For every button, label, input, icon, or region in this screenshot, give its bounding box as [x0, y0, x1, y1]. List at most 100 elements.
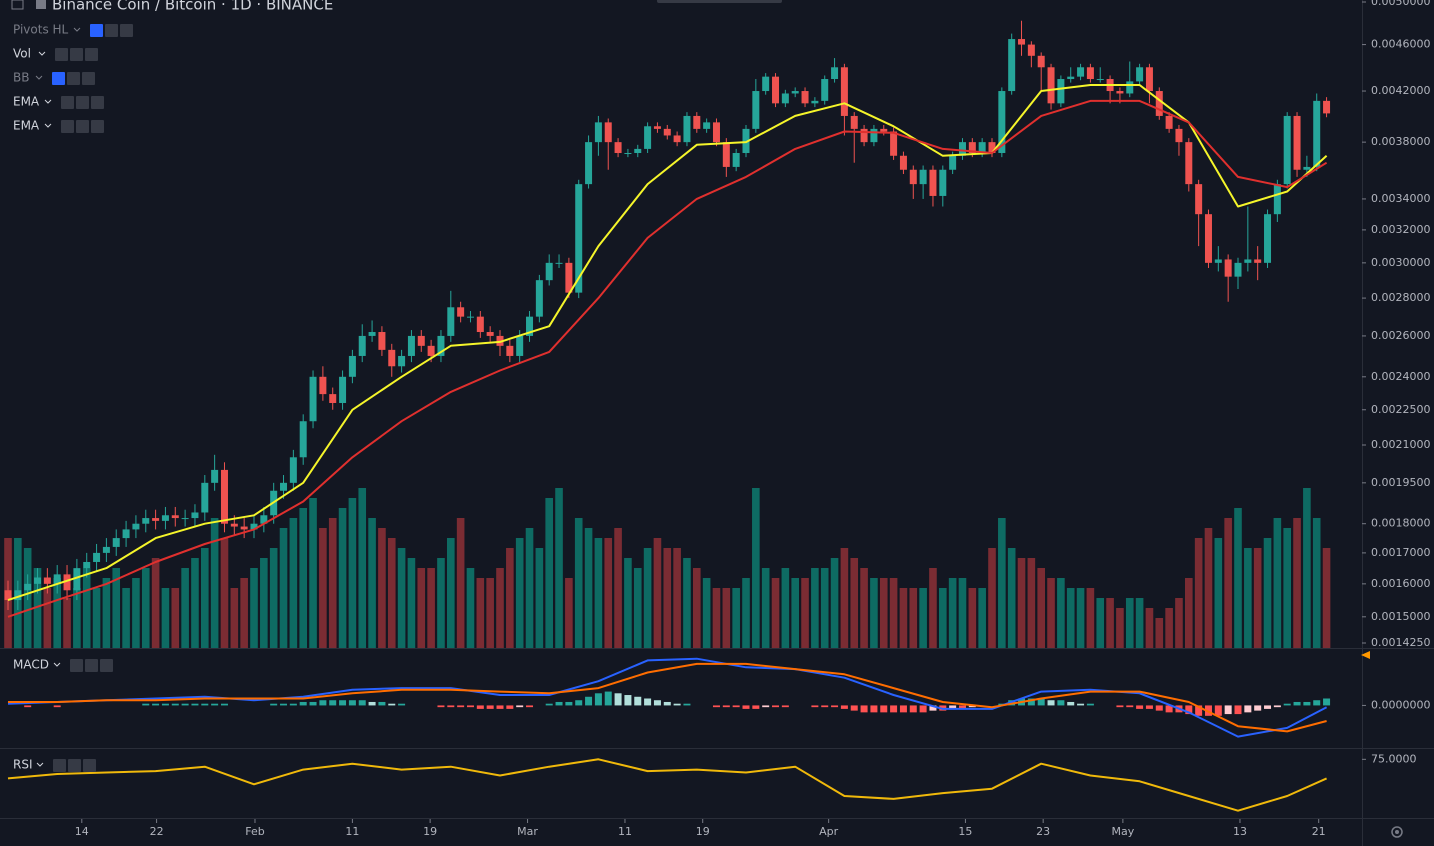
volume-bar: [220, 538, 229, 648]
volume-bar: [633, 568, 642, 648]
volume-bar: [496, 568, 504, 648]
dropdown-chevron[interactable]: [44, 99, 52, 104]
ema-line: [7, 84, 1328, 602]
candle-body: [73, 568, 81, 591]
x-tick-label: 23: [1036, 825, 1050, 838]
indicator-button[interactable]: [90, 24, 103, 37]
dropdown-chevron[interactable]: [44, 123, 52, 128]
indicator-button[interactable]: [91, 120, 104, 133]
indicator-button[interactable]: [53, 759, 66, 772]
volume-bar: [338, 508, 347, 648]
candle-body: [929, 169, 937, 196]
candle-body: [1096, 79, 1104, 81]
volume-bar: [387, 538, 396, 648]
volume-bar: [555, 488, 563, 648]
y-tick-label: 0.0030000: [1371, 256, 1431, 269]
y-tick-label: 0.0019500: [1371, 476, 1431, 489]
indicator-button[interactable]: [61, 120, 74, 133]
macd-histogram-bar: [142, 703, 150, 706]
candle-body: [732, 153, 740, 167]
candle-body: [1018, 39, 1026, 45]
candle-body: [791, 91, 799, 94]
macd-histogram-bar: [348, 700, 356, 706]
candle-body: [171, 515, 179, 519]
candle-body: [427, 345, 435, 356]
macd-histogram-bar: [191, 703, 199, 706]
volume-bar: [1253, 548, 1262, 648]
candle-body: [1293, 115, 1301, 170]
indicator-button[interactable]: [76, 96, 89, 109]
indicator-button[interactable]: [120, 24, 133, 37]
collapse-button[interactable]: [11, 0, 24, 10]
volume-bar: [683, 558, 691, 648]
indicator-button[interactable]: [70, 659, 83, 672]
volume-bar: [919, 588, 927, 648]
indicator-label: EMA: [13, 95, 40, 109]
volume-bar: [1293, 518, 1301, 648]
settings-button[interactable]: [1391, 826, 1403, 838]
macd-histogram-bar: [545, 703, 553, 706]
macd-histogram-bar: [604, 691, 612, 706]
macd-histogram-bar: [712, 705, 720, 708]
dropdown-chevron[interactable]: [35, 75, 43, 80]
volume-bar: [811, 568, 819, 648]
candle-body: [466, 316, 474, 318]
candle-body: [53, 574, 61, 584]
indicator-button[interactable]: [67, 72, 80, 85]
candle-body: [634, 148, 642, 154]
volume-bar: [693, 568, 701, 648]
candle-body: [565, 262, 573, 293]
indicator-button[interactable]: [55, 48, 68, 61]
y-tick-label: 0.0024000: [1371, 370, 1431, 383]
y-tick-label: 0.0018000: [1371, 517, 1431, 530]
top-handle[interactable]: [657, 0, 782, 3]
volume-bar: [417, 568, 426, 648]
candle-body: [230, 523, 238, 527]
indicator-button[interactable]: [76, 120, 89, 133]
volume-bar: [663, 548, 672, 648]
x-tick-label: 13: [1233, 825, 1247, 838]
indicator-button[interactable]: [52, 72, 65, 85]
indicator-button[interactable]: [91, 96, 104, 109]
indicator-button[interactable]: [100, 659, 113, 672]
dropdown-chevron[interactable]: [73, 27, 81, 32]
macd-histogram-bar: [1047, 700, 1055, 706]
volume-bar: [210, 518, 219, 648]
indicator-button[interactable]: [83, 759, 96, 772]
indicator-button[interactable]: [105, 24, 118, 37]
macd-histogram-bar: [289, 703, 297, 706]
candle-body: [122, 529, 130, 539]
dropdown-chevron[interactable]: [53, 662, 61, 667]
candle-body: [240, 526, 248, 530]
candle-body: [1224, 259, 1232, 277]
candle-body: [644, 126, 652, 149]
macd-histogram-bar: [565, 701, 573, 706]
macd-histogram-bar: [1027, 698, 1035, 706]
indicator-button[interactable]: [82, 72, 95, 85]
dropdown-chevron[interactable]: [36, 762, 44, 767]
candle-body: [1195, 184, 1203, 215]
candle-body: [417, 335, 425, 346]
volume-bar: [781, 568, 790, 648]
volume-bar: [1244, 548, 1252, 648]
volume-bar: [1057, 578, 1065, 648]
volume-bar: [1076, 588, 1085, 648]
macd-histogram-bar: [1244, 705, 1252, 713]
indicator-button[interactable]: [68, 759, 81, 772]
indicator-button[interactable]: [61, 96, 74, 109]
indicator-button[interactable]: [85, 48, 98, 61]
volume-bar: [948, 578, 957, 648]
volume-bar: [1145, 608, 1154, 648]
candle-body: [1037, 55, 1045, 68]
indicator-button[interactable]: [85, 659, 98, 672]
dropdown-chevron[interactable]: [38, 51, 46, 56]
indicator-button[interactable]: [70, 48, 83, 61]
macd-histogram-bar: [958, 705, 966, 709]
volume-bar: [820, 568, 829, 648]
volume-bar: [998, 518, 1006, 648]
candle-body: [1145, 67, 1153, 92]
candle-body: [1283, 115, 1291, 185]
candle-body: [24, 583, 32, 591]
x-tick-label: Feb: [245, 825, 264, 838]
candle-body: [348, 355, 356, 377]
